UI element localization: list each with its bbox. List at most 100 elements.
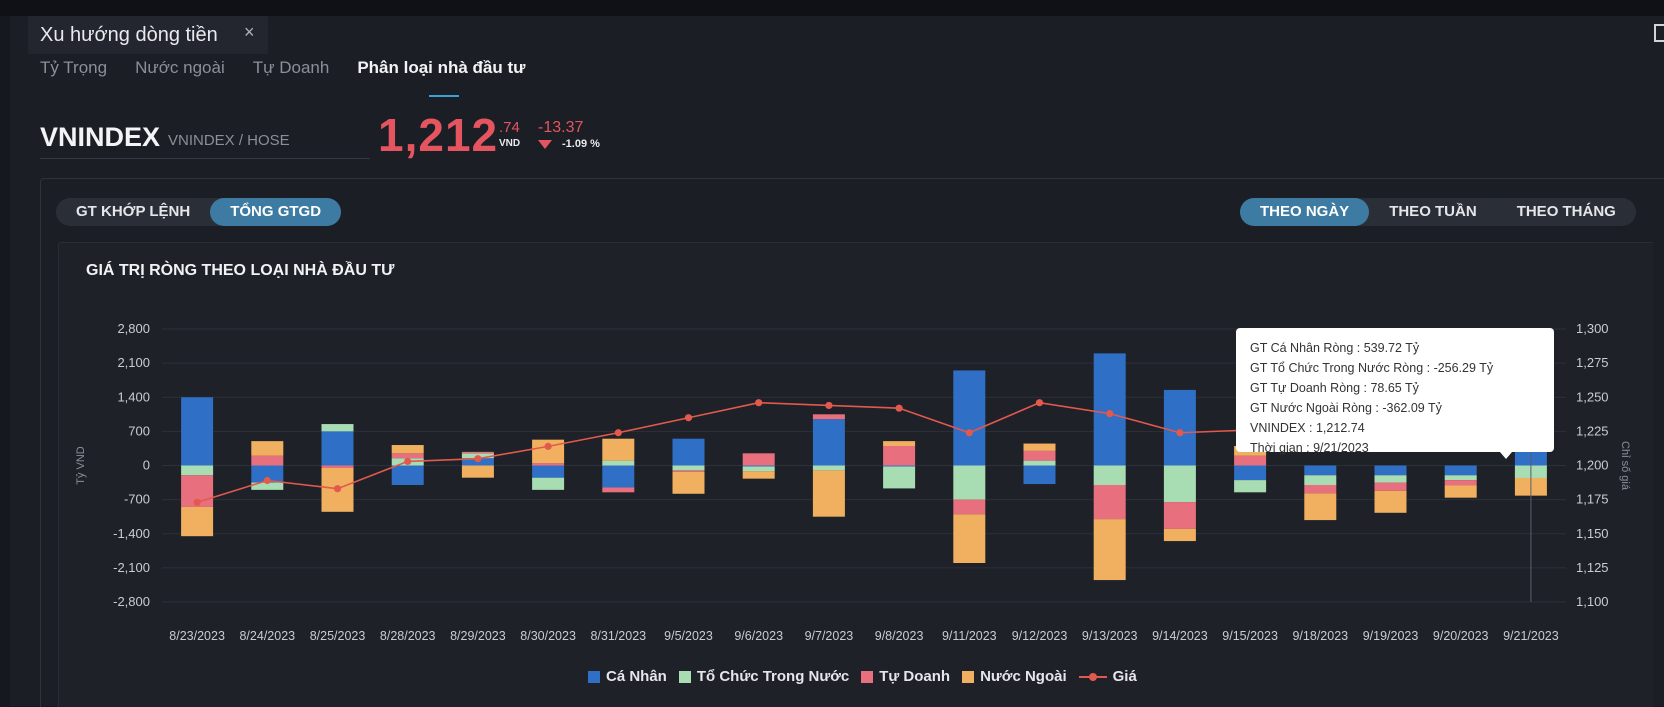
bar-segment	[1023, 465, 1056, 485]
y-tick-label-right: 1,150	[1576, 526, 1609, 541]
bar-segment	[532, 465, 565, 478]
down-triangle-icon	[538, 140, 552, 149]
bar-segment	[602, 465, 635, 488]
legend-to-chuc[interactable]: Tổ Chức Trong Nước	[678, 668, 850, 685]
bar-segment	[1444, 475, 1477, 481]
bar-segment	[251, 465, 284, 483]
value-type-toggle: GT KHỚP LỆNH TỔNG GTGD	[56, 198, 342, 226]
bar-segment	[1163, 465, 1196, 503]
y-tick-label-left: 1,400	[117, 389, 150, 404]
price-integer: 1,212	[378, 109, 499, 161]
y-tick-label-right: 1,125	[1576, 560, 1609, 575]
y-tick-label-left: -2,800	[113, 594, 150, 609]
bar-segment	[461, 465, 494, 478]
bar-segment	[391, 453, 424, 459]
tab-tu-doanh[interactable]: Tự Doanh	[252, 58, 330, 77]
bar-segment	[672, 470, 705, 472]
price-point	[333, 485, 342, 493]
legend-swatch-ca-nhan	[588, 670, 600, 683]
legend-label-ca-nhan: Cá Nhân	[606, 668, 667, 685]
bar-segment	[181, 397, 214, 466]
y-tick-label-right: 1,250	[1576, 389, 1609, 404]
bar-segment	[953, 499, 986, 515]
x-tick-label: 8/25/2023	[310, 629, 366, 643]
legend-tu-doanh[interactable]: Tự Doanh	[861, 668, 950, 685]
x-tick-label: 8/24/2023	[239, 629, 295, 643]
bar-segment	[1234, 480, 1267, 493]
price-change-pct: -1.09 %	[562, 138, 600, 150]
bar-segment	[251, 482, 284, 490]
x-tick-label: 8/28/2023	[380, 629, 436, 643]
y-tick-label-left: 2,800	[117, 321, 150, 336]
tooltip-line-ca-nhan: GT Cá Nhân Ròng : 539.72 Tỷ	[1250, 341, 1420, 355]
chart-legend: Cá Nhân Tổ Chức Trong Nước Tự Doanh Nước…	[588, 668, 1149, 685]
bar-segment	[532, 463, 565, 466]
window-top-strip	[0, 0, 1664, 16]
legend-label-tu-doanh: Tự Doanh	[879, 668, 951, 685]
bar-segment	[883, 465, 916, 467]
x-tick-label: 8/30/2023	[520, 629, 576, 643]
x-tick-label: 8/31/2023	[590, 629, 646, 643]
bar-segment	[812, 419, 845, 466]
bar-segment	[1023, 460, 1056, 466]
tab-nuoc-ngoai[interactable]: Nước ngoài	[135, 58, 225, 77]
legend-gia[interactable]: Giá	[1078, 668, 1137, 685]
x-tick-label: 9/20/2023	[1433, 629, 1489, 643]
price-point	[825, 401, 833, 410]
bar-segment	[1304, 475, 1337, 485]
bar-segment	[461, 451, 494, 454]
bar-segment	[742, 465, 775, 467]
y-tick-label-right: 1,200	[1576, 458, 1609, 473]
bar-segment	[672, 438, 705, 466]
bar-segment	[883, 441, 916, 446]
close-icon[interactable]: ×	[244, 22, 255, 42]
x-tick-label: 9/18/2023	[1292, 629, 1348, 643]
legend-swatch-tu-doanh	[861, 670, 874, 683]
bar-segment	[953, 514, 986, 563]
toggle-gt-khop-lenh[interactable]: GT KHỚP LỆNH	[76, 203, 191, 220]
x-tick-label: 9/14/2023	[1152, 629, 1208, 643]
price-point	[193, 498, 201, 506]
y-axis-title-left: Tỷ VND	[75, 446, 87, 485]
bar-segment	[812, 414, 845, 420]
bar-segment	[391, 465, 424, 485]
tab-ty-trong[interactable]: Tỷ Trọng	[40, 58, 108, 77]
bar-segment	[1163, 389, 1196, 466]
toggle-theo-thang[interactable]: THEO THÁNG	[1516, 203, 1616, 220]
legend-label-to-chuc: Tổ Chức Trong Nước	[696, 668, 850, 685]
y-tick-label-right: 1,175	[1576, 492, 1609, 507]
toggle-theo-ngay[interactable]: THEO NGÀY	[1240, 198, 1370, 226]
price-point	[755, 399, 763, 407]
bar-segment	[672, 465, 705, 471]
legend-ca-nhan[interactable]: Cá Nhân	[588, 668, 667, 685]
bar-segment	[953, 465, 986, 500]
bar-segment	[1093, 519, 1126, 581]
bar-segment	[883, 466, 916, 489]
x-tick-label: 9/8/2023	[875, 629, 924, 643]
maximize-icon[interactable]	[1654, 24, 1664, 42]
price-decimal: .74	[499, 119, 520, 136]
x-tick-label: 9/15/2023	[1222, 629, 1278, 643]
bar-segment	[532, 477, 565, 490]
price-point	[1176, 429, 1184, 437]
x-tick-label: 9/19/2023	[1363, 629, 1419, 643]
bar-segment	[602, 487, 635, 493]
bar-segment	[1374, 465, 1407, 476]
bar-segment	[742, 471, 775, 479]
bar-segment	[1444, 480, 1477, 486]
price-point	[1035, 399, 1044, 407]
window-tab[interactable]: Xu hướng dòng tiền ×	[28, 16, 268, 54]
price-point	[404, 457, 412, 466]
price-point	[544, 442, 552, 450]
tooltip-line-tu-doanh: GT Tự Doanh Ròng : 78.65 Tỷ	[1250, 381, 1419, 395]
price-point	[684, 414, 693, 422]
toggle-theo-tuan[interactable]: THEO TUẦN	[1389, 203, 1477, 220]
bar-segment	[251, 455, 284, 466]
legend-nuoc-ngoai[interactable]: Nước Ngoài	[962, 668, 1067, 685]
period-toggle: THEO NGÀY THEO TUẦN THEO THÁNG	[1240, 198, 1636, 226]
y-tick-label-left: -1,400	[113, 526, 150, 541]
toggle-tong-gtgd[interactable]: TỔNG GTGD	[210, 198, 342, 226]
bar-segment	[1444, 485, 1477, 498]
tab-phan-loai-nha-dau-tu[interactable]: Phân loại nhà đầu tư	[357, 58, 525, 97]
bar-segment	[812, 465, 845, 471]
